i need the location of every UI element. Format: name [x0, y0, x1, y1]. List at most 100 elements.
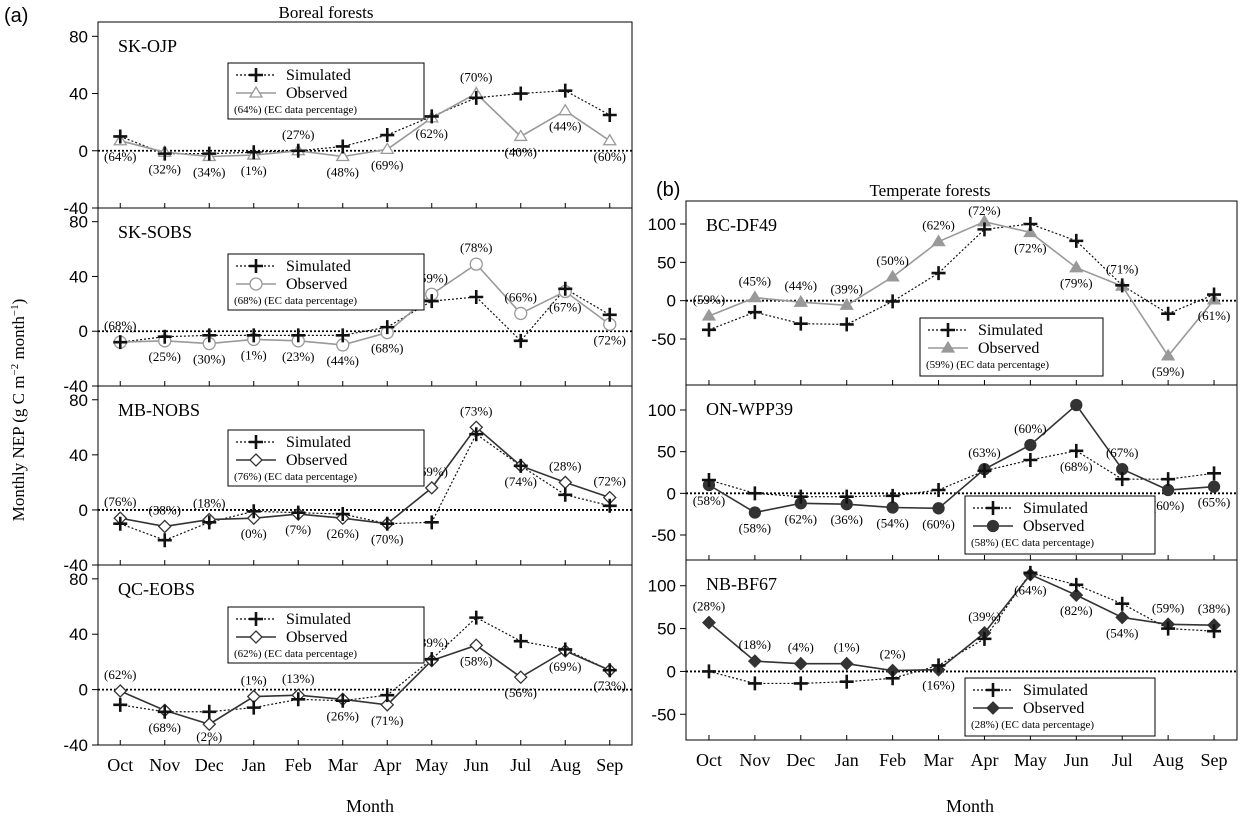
legend-simulated-label: Simulated	[978, 322, 1043, 339]
observed-point	[602, 133, 617, 146]
legend-observed-label: Observed	[286, 629, 347, 646]
legend-observed-label: Observed	[1023, 518, 1084, 535]
y-tick-label: 40	[69, 267, 88, 286]
simulated-point	[513, 634, 528, 649]
simulated-point	[1161, 621, 1176, 636]
ec-percentage-label: (73%)	[460, 403, 493, 418]
observed-point	[1069, 588, 1084, 603]
observed-point	[202, 717, 217, 732]
x-tick-label-dec: Dec	[195, 755, 224, 775]
x-tick-label-sep: Sep	[1201, 750, 1228, 770]
simulated-point	[885, 488, 900, 503]
ec-percentage-label: (54%)	[876, 516, 909, 531]
observed-point	[931, 234, 946, 247]
chart-qc-eobs: -40 0 40 80 Oct Nov Dec Jan Feb Mar Apr May Jun Jul Au…	[63, 564, 633, 775]
y-tick-label: -50	[651, 526, 676, 545]
simulated-point	[335, 139, 350, 154]
site-label: BC-DF49	[706, 215, 777, 235]
ec-percentage-label: (58%)	[460, 653, 493, 668]
ec-percentage-label: (25%)	[149, 349, 182, 364]
x-tick-label-jul: Jul	[510, 755, 531, 775]
x-tick-label-aug: Aug	[550, 755, 581, 775]
observed-point	[1207, 480, 1221, 493]
ec-percentage-label: (79%)	[1060, 276, 1093, 291]
panel-a-letter: (a)	[4, 5, 28, 27]
panel-b-xlabel: Month	[946, 796, 994, 816]
series-simulated-line	[120, 433, 610, 541]
y-axis-label-sup1: −2	[9, 364, 21, 376]
ec-percentage-label: (28%)	[693, 599, 726, 614]
observed-point	[558, 475, 573, 490]
ec-percentage-label: (26%)	[327, 709, 360, 724]
observed-point	[839, 656, 854, 671]
observed-point	[748, 506, 762, 519]
observed-point	[469, 257, 483, 271]
legend-observed-label: Observed	[286, 452, 347, 469]
x-tick-label-oct: Oct	[696, 750, 722, 770]
ec-percentage-label: (59%)	[1152, 364, 1185, 379]
y-tick-label: 80	[69, 570, 88, 589]
ec-percentage-label: (68%)	[104, 318, 137, 333]
y-tick-label: 100	[648, 401, 676, 420]
ec-percentage-label: (67%)	[549, 300, 582, 315]
simulated-point	[202, 515, 217, 530]
ec-percentage-label: (72%)	[968, 203, 1001, 218]
ec-percentage-label: (38%)	[1198, 601, 1231, 616]
site-label: SK-SOBS	[118, 222, 192, 242]
legend-note: (59%) (EC data percentage)	[926, 359, 1049, 371]
x-tick-label-jul: Jul	[1112, 750, 1133, 770]
chart-nb-bf67: -50 0 50 100 Oct Nov Dec Jan Feb Mar Apr May Jun Jul A…	[648, 559, 1238, 770]
simulated-point	[335, 693, 350, 708]
plot-frame	[685, 559, 1238, 741]
legend-simulated-marker	[249, 612, 263, 626]
simulated-point	[246, 700, 261, 715]
simulated-point	[602, 663, 617, 678]
y-tick-label: -40	[63, 199, 88, 218]
ec-percentage-label: (65%)	[1198, 495, 1231, 510]
legend-simulated-label: Simulated	[286, 611, 351, 628]
ec-percentage-label: (60%)	[594, 149, 627, 164]
chart-mb-nobs: -40 0 40 80 MB-NOBS (76%) (38%) (18%) (0%) (7%) (2…	[63, 385, 633, 575]
site-label: SK-OJP	[118, 36, 177, 56]
chart-sk-sobs: -40 0 40 80 SK-SOBS (68%) (25%) (30%) (1%) (23%) (…	[63, 207, 633, 396]
ec-percentage-label: (62%)	[922, 218, 955, 233]
legend-note: (64%) (EC data percentage)	[234, 104, 357, 116]
x-tick-label-nov: Nov	[739, 750, 770, 770]
site-label: MB-NOBS	[118, 400, 200, 420]
simulated-point	[1207, 624, 1222, 639]
simulated-point	[513, 86, 528, 101]
ec-percentage-label: (36%)	[830, 512, 863, 527]
ec-percentage-label: (40%)	[505, 144, 538, 159]
simulated-point	[977, 631, 992, 646]
observed-point	[424, 480, 439, 495]
site-label: ON-WPP39	[706, 399, 793, 419]
ec-percentage-label: (64%)	[104, 149, 137, 164]
legend-simulated-label: Simulated	[286, 258, 351, 275]
simulated-point	[1161, 306, 1176, 321]
x-tick-label-feb: Feb	[285, 755, 312, 775]
x-tick-label-may: May	[415, 755, 448, 775]
series-simulated-line	[120, 90, 611, 155]
legend-simulated-label: Simulated	[1023, 500, 1088, 517]
y-tick-label: 50	[657, 253, 676, 272]
ec-percentage-label: (59%)	[1152, 600, 1185, 615]
observed-point	[747, 290, 763, 303]
simulated-point	[602, 498, 617, 513]
observed-point	[793, 294, 808, 307]
ec-percentage-label: (27%)	[282, 127, 315, 142]
simulated-point	[839, 489, 854, 504]
simulated-point	[202, 146, 217, 161]
simulated-point	[202, 328, 217, 343]
y-tick-label: 50	[657, 443, 676, 462]
legend-observed-marker	[986, 519, 1000, 533]
simulated-point	[157, 533, 172, 548]
ec-percentage-label: (69%)	[549, 659, 582, 674]
observed-point	[380, 142, 395, 154]
legend-observed-label: Observed	[1023, 700, 1084, 717]
series-observed-line	[120, 92, 611, 158]
simulated-point	[291, 692, 306, 707]
series-simulated-line	[708, 223, 1215, 331]
